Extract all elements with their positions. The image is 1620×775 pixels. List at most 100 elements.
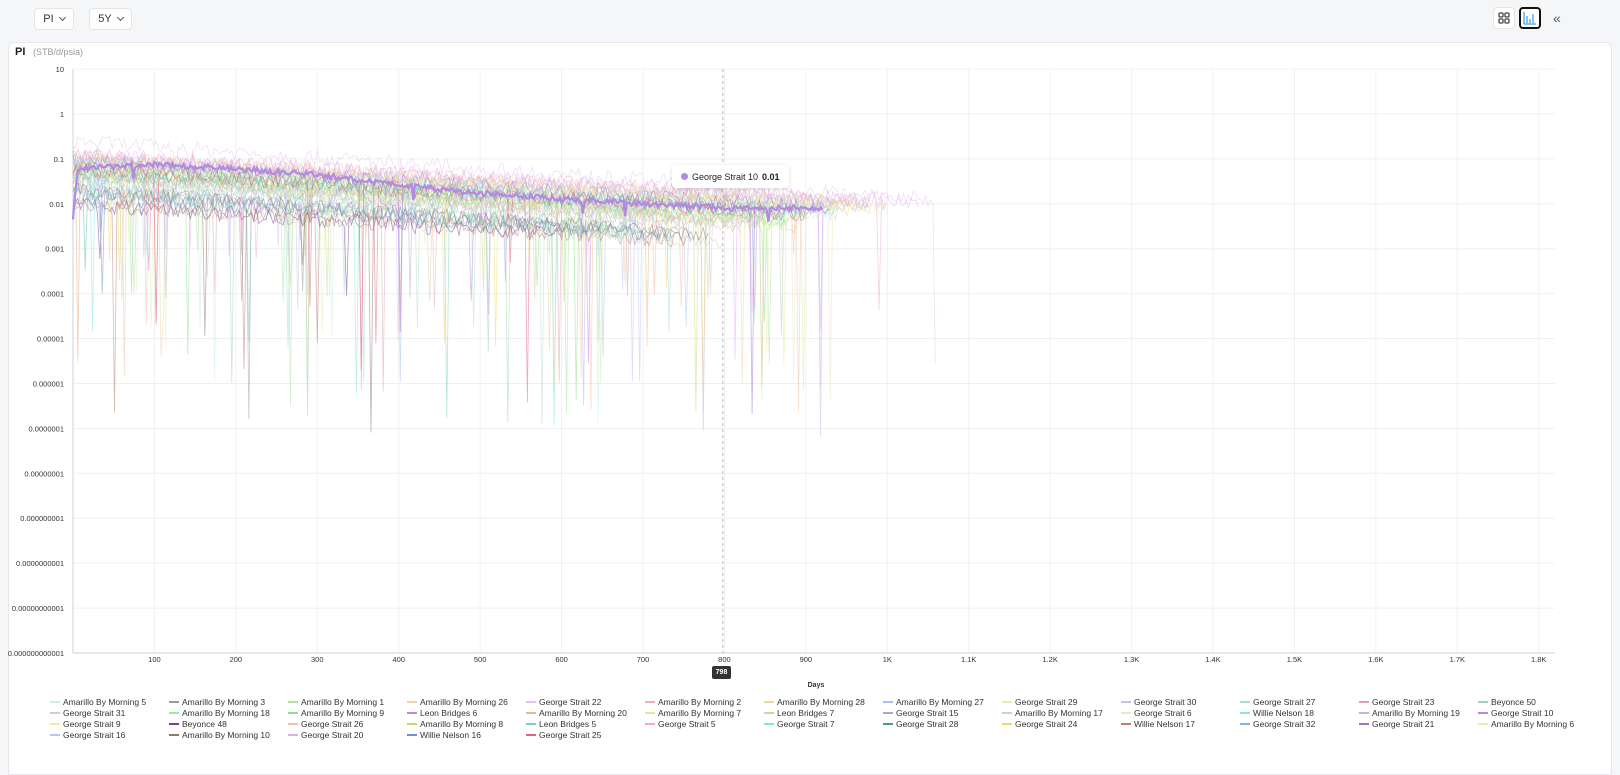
x-tick-label: 700 (637, 655, 650, 664)
series-dot-icon (681, 173, 688, 180)
legend-swatch-icon (288, 700, 298, 703)
legend-item[interactable]: George Strait 16 (50, 729, 169, 740)
legend-item[interactable]: George Strait 5 (645, 718, 764, 729)
legend-item[interactable]: Leon Bridges 7 (764, 707, 883, 718)
legend-swatch-icon (1240, 700, 1250, 703)
legend-label: George Strait 22 (539, 696, 602, 707)
legend-item[interactable]: Amarillo By Morning 9 (288, 707, 407, 718)
legend-swatch-icon (169, 733, 179, 736)
y-tick-label: 0.000000001 (20, 514, 64, 523)
legend-item[interactable]: George Strait 26 (288, 718, 407, 729)
legend-item[interactable]: George Strait 25 (526, 729, 645, 740)
legend-item[interactable]: George Strait 20 (288, 729, 407, 740)
x-axis-label: Days (808, 682, 825, 689)
legend-item[interactable]: Amarillo By Morning 28 (764, 696, 883, 707)
legend-label: George Strait 23 (1372, 696, 1435, 707)
y-tick-label: 0.00000001 (24, 469, 64, 478)
legend-item[interactable]: George Strait 9 (50, 718, 169, 729)
legend-item[interactable]: George Strait 6 (1121, 707, 1240, 718)
y-tick-label: 0.000000000001 (8, 649, 64, 658)
legend-item[interactable]: Beyonce 48 (169, 718, 288, 729)
pi-line-chart[interactable]: 10 1 0.1 0.01 0.001 0.0001 0.00001 0.000001 0.00… (0, 0, 1620, 690)
legend-item[interactable]: George Strait 15 (883, 707, 1002, 718)
legend-label: George Strait 27 (1253, 696, 1316, 707)
legend-item[interactable]: George Strait 23 (1359, 696, 1478, 707)
legend-swatch-icon (1478, 711, 1488, 714)
legend-item[interactable]: George Strait 7 (764, 718, 883, 729)
legend-swatch-icon (645, 700, 655, 703)
legend-swatch-icon (1121, 700, 1131, 703)
legend-swatch-icon (50, 733, 60, 736)
chart-view-button[interactable] (1519, 7, 1541, 29)
legend-item[interactable]: Amarillo By Morning 2 (645, 696, 764, 707)
legend-item[interactable]: Amarillo By Morning 18 (169, 707, 288, 718)
legend-swatch-icon (645, 722, 655, 725)
legend-label: George Strait 5 (658, 718, 716, 729)
x-tick-label: 800 (718, 655, 731, 664)
legend-item[interactable]: George Strait 21 (1359, 718, 1478, 729)
legend-item[interactable]: George Strait 30 (1121, 696, 1240, 707)
legend-item[interactable]: Amarillo By Morning 5 (50, 696, 169, 707)
legend-label: George Strait 21 (1372, 718, 1435, 729)
legend-item[interactable]: George Strait 27 (1240, 696, 1359, 707)
legend-item[interactable]: Amarillo By Morning 26 (407, 696, 526, 707)
legend-item[interactable]: Amarillo By Morning 27 (883, 696, 1002, 707)
legend-item[interactable]: George Strait 32 (1240, 718, 1359, 729)
range-dropdown[interactable]: 5Y (89, 8, 132, 30)
legend-item[interactable]: Amarillo By Morning 10 (169, 729, 288, 740)
legend-item[interactable]: George Strait 22 (526, 696, 645, 707)
legend-item[interactable]: Willie Nelson 17 (1121, 718, 1240, 729)
series-line (72, 169, 782, 329)
legend-swatch-icon (1359, 711, 1369, 714)
legend-item[interactable]: Amarillo By Morning 6 (1478, 718, 1597, 729)
legend-swatch-icon (526, 711, 536, 714)
legend-label: Amarillo By Morning 8 (420, 718, 504, 729)
legend-item[interactable]: Amarillo By Morning 8 (407, 718, 526, 729)
legend-swatch-icon (288, 722, 298, 725)
legend-swatch-icon (1478, 700, 1488, 703)
legend-label: Leon Bridges 6 (420, 707, 478, 718)
legend-label: Leon Bridges 5 (539, 718, 597, 729)
x-tick-label: 300 (311, 655, 324, 664)
legend-item[interactable]: Amarillo By Morning 3 (169, 696, 288, 707)
legend-label: Willie Nelson 16 (420, 729, 481, 740)
legend-label: George Strait 32 (1253, 718, 1316, 729)
legend-item[interactable]: Willie Nelson 18 (1240, 707, 1359, 718)
legend-label: Amarillo By Morning 3 (182, 696, 266, 707)
legend-item[interactable]: Amarillo By Morning 20 (526, 707, 645, 718)
collapse-panel-icon[interactable]: « (1553, 10, 1561, 26)
legend-swatch-icon (1240, 722, 1250, 725)
legend-label: Amarillo By Morning 6 (1491, 718, 1575, 729)
legend-label: Amarillo By Morning 2 (658, 696, 742, 707)
legend-item[interactable]: Amarillo By Morning 7 (645, 707, 764, 718)
y-tick-label: 0.01 (49, 200, 64, 209)
legend-swatch-icon (407, 700, 417, 703)
y-tick-label: 1 (60, 110, 64, 119)
grid-view-button[interactable] (1493, 7, 1515, 29)
x-tick-label: 400 (392, 655, 405, 664)
legend-item[interactable]: George Strait 10 (1478, 707, 1597, 718)
legend-item[interactable]: George Strait 29 (1002, 696, 1121, 707)
legend-label: Beyonce 48 (182, 718, 227, 729)
legend-item[interactable]: George Strait 24 (1002, 718, 1121, 729)
legend-item[interactable]: Leon Bridges 5 (526, 718, 645, 729)
metric-value: PI (43, 13, 54, 25)
legend-swatch-icon (883, 700, 893, 703)
legend-swatch-icon (407, 711, 417, 714)
legend-item[interactable]: Willie Nelson 16 (407, 729, 526, 740)
metric-dropdown[interactable]: PI (34, 8, 74, 30)
legend-item[interactable]: George Strait 31 (50, 707, 169, 718)
legend-swatch-icon (645, 711, 655, 714)
legend-swatch-icon (526, 722, 536, 725)
legend-item[interactable]: George Strait 28 (883, 718, 1002, 729)
legend-swatch-icon (288, 733, 298, 736)
x-tick-label: 600 (555, 655, 568, 664)
legend-item[interactable]: Amarillo By Morning 1 (288, 696, 407, 707)
legend-swatch-icon (1002, 711, 1012, 714)
legend-item[interactable]: Amarillo By Morning 17 (1002, 707, 1121, 718)
legend-item[interactable]: Beyonce 50 (1478, 696, 1597, 707)
legend-item[interactable]: Leon Bridges 6 (407, 707, 526, 718)
legend-label: Amarillo By Morning 20 (539, 707, 627, 718)
legend-item[interactable]: Amarillo By Morning 19 (1359, 707, 1478, 718)
legend-swatch-icon (883, 711, 893, 714)
